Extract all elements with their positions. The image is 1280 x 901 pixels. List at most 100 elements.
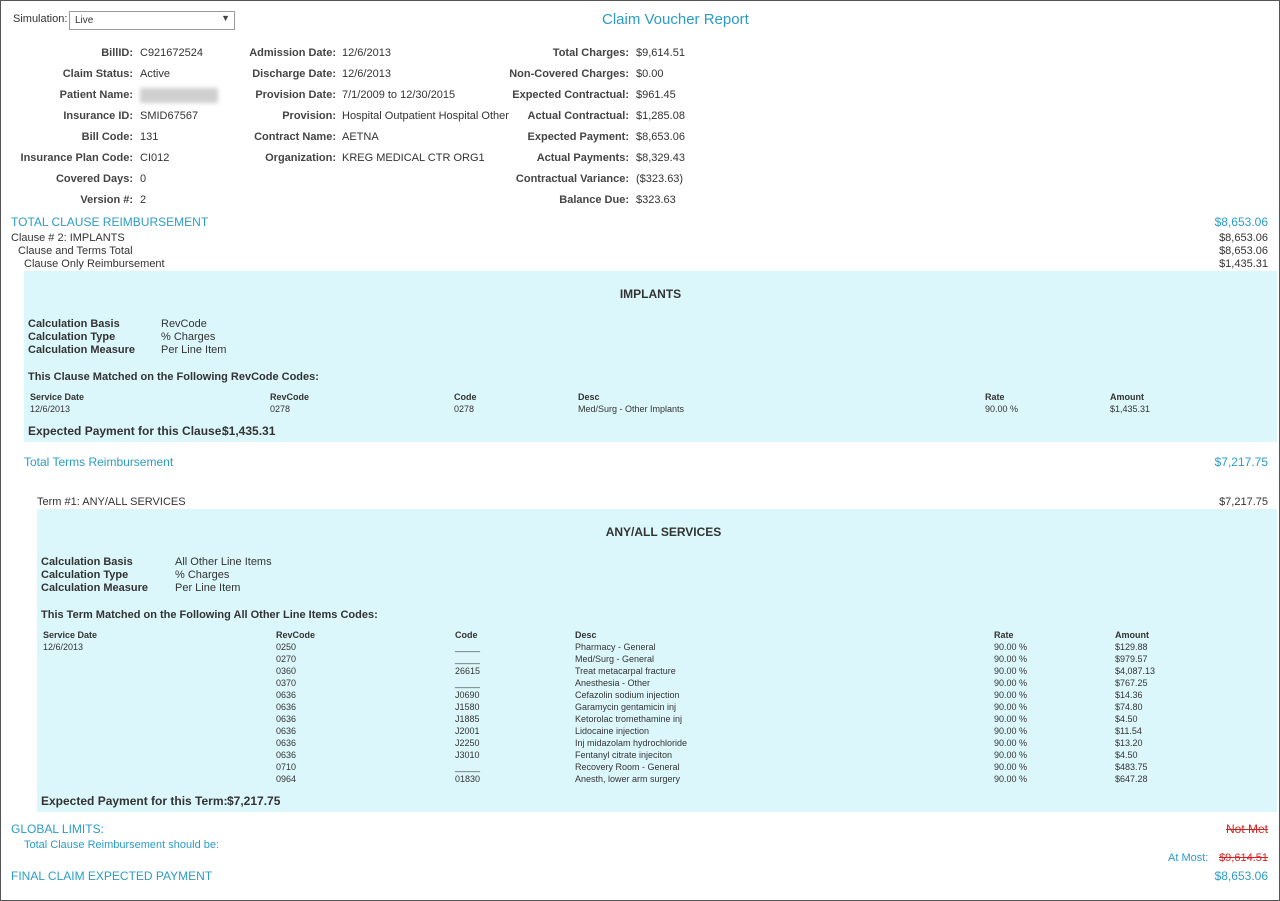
table-cell: 0360 (276, 666, 297, 676)
table-cell: $767.25 (1115, 678, 1148, 688)
info-value: $8,653.06 (636, 131, 685, 143)
table-cell: 90.00 % (994, 762, 1028, 772)
info-label: Non-Covered Charges: (509, 68, 629, 80)
info-label: Balance Due: (559, 194, 629, 206)
calc-value: RevCode (161, 318, 207, 330)
clause-only-value: $1,435.31 (1219, 258, 1268, 270)
global-at-most-label: At Most: (1168, 852, 1209, 864)
info-value: Hospital Outpatient Hospital Other (342, 110, 509, 122)
table-cell: $4.50 (1115, 714, 1138, 724)
table-cell: _____ (455, 642, 481, 652)
table-cell: Fentanyl citrate injeciton (575, 750, 673, 760)
clause-terms-total-label: Clause and Terms Total (18, 245, 133, 257)
table-cell: $74.80 (1115, 702, 1143, 712)
total-terms-label: Total Terms Reimbursement (24, 455, 174, 469)
final-payment-value: $8,653.06 (1214, 869, 1268, 883)
info-value: $961.45 (636, 89, 676, 101)
info-label: Expected Contractual: (512, 89, 629, 101)
calc-value: All Other Line Items (175, 556, 272, 568)
table-header: Service Date (43, 630, 98, 640)
services-panel (37, 509, 1277, 812)
clause-only-label: Clause Only Reimbursement (24, 258, 165, 270)
term-label: Term #1: ANY/ALL SERVICES (37, 496, 186, 508)
services-matched-label: This Term Matched on the Following All O… (41, 609, 378, 621)
table-cell: Anesthesia - Other (575, 678, 651, 688)
calc-label: Calculation Basis (41, 556, 133, 568)
table-cell: 0270 (276, 654, 297, 664)
table-cell: Med/Surg - General (575, 654, 655, 664)
info-value: SMID67567 (140, 110, 199, 122)
table-cell: J3010 (455, 750, 480, 760)
implants-panel (24, 271, 1277, 442)
info-label: Admission Date: (249, 47, 336, 59)
table-cell: 90.00 % (994, 654, 1028, 664)
table-cell: $647.28 (1115, 774, 1148, 784)
info-label: Provision Date: (255, 89, 336, 101)
table-cell: 90.00 % (994, 678, 1028, 688)
table-cell: Garamycin gentamicin inj (575, 702, 677, 712)
table-cell: _____ (455, 678, 481, 688)
term-value: $7,217.75 (1219, 496, 1268, 508)
services-expected-value: $7,217.75 (227, 794, 281, 808)
table-cell: $14.36 (1115, 690, 1143, 700)
table-cell: J1580 (455, 702, 480, 712)
info-value: CI012 (140, 152, 170, 164)
info-value: 12/6/2013 (342, 68, 391, 80)
table-cell: 0710 (276, 762, 297, 772)
implants-expected-label: Expected Payment for this Clause: (28, 424, 226, 438)
clause-value: $8,653.06 (1219, 232, 1268, 244)
table-cell: $129.88 (1115, 642, 1148, 652)
info-value: 0 (140, 173, 147, 185)
table-cell: 0370 (276, 678, 297, 688)
table-cell: 90.00 % (985, 404, 1019, 414)
table-cell: J0690 (455, 690, 480, 700)
info-value: 7/1/2009 to 12/30/2015 (342, 89, 456, 101)
table-cell: Cefazolin sodium injection (575, 690, 680, 700)
table-cell: $13.20 (1115, 738, 1143, 748)
simulation-select[interactable]: Live ▼ (69, 11, 235, 30)
clause-terms-total-value: $8,653.06 (1219, 245, 1268, 257)
info-label: Total Charges: (552, 47, 629, 59)
table-header: Rate (994, 630, 1014, 640)
table-header: Amount (1115, 630, 1149, 640)
table-header: Desc (578, 392, 600, 402)
calc-label: Calculation Measure (28, 344, 135, 356)
table-cell: Med/Surg - Other Implants (578, 404, 685, 414)
table-cell: 0250 (276, 642, 297, 652)
chevron-down-icon: ▼ (221, 13, 230, 23)
calc-label: Calculation Basis (28, 318, 120, 330)
calc-label: Calculation Type (41, 569, 129, 581)
table-cell: 0636 (276, 702, 297, 712)
table-cell: _____ (455, 654, 481, 664)
total-clause-value: $8,653.06 (1214, 215, 1268, 229)
table-cell: $4.50 (1115, 750, 1138, 760)
global-should-be-label: Total Clause Reimbursement should be: (24, 839, 220, 851)
info-value: ($323.63) (636, 173, 684, 185)
table-cell: _____ (455, 762, 481, 772)
table-cell: 0278 (454, 404, 475, 414)
table-cell: 01830 (455, 774, 481, 784)
table-cell: Recovery Room - General (575, 762, 680, 772)
global-at-most-value: $9,614.51 (1219, 852, 1268, 864)
table-cell: $483.75 (1115, 762, 1148, 772)
info-label: Expected Payment: (527, 131, 629, 143)
info-value: $1,285.08 (636, 110, 685, 122)
table-cell: 90.00 % (994, 738, 1028, 748)
global-limits-label: GLOBAL LIMITS: (11, 822, 104, 836)
info-label: Actual Payments: (536, 152, 629, 164)
table-cell: 90.00 % (994, 714, 1028, 724)
table-cell: Treat metacarpal fracture (575, 666, 676, 676)
info-label: Insurance ID: (63, 110, 133, 122)
info-value: $0.00 (636, 68, 664, 80)
table-cell: J1885 (455, 714, 480, 724)
calc-label: Calculation Measure (41, 582, 148, 594)
global-limits-status: Not Met (1225, 822, 1268, 836)
table-cell: J2001 (455, 726, 480, 736)
implants-expected-value: $1,435.31 (222, 424, 276, 438)
table-cell: 0636 (276, 738, 297, 748)
table-cell: 90.00 % (994, 702, 1028, 712)
table-header: Service Date (30, 392, 85, 402)
table-cell: 0964 (276, 774, 297, 784)
table-cell: Anesth, lower arm surgery (575, 774, 681, 784)
implants-heading: IMPLANTS (619, 287, 682, 301)
